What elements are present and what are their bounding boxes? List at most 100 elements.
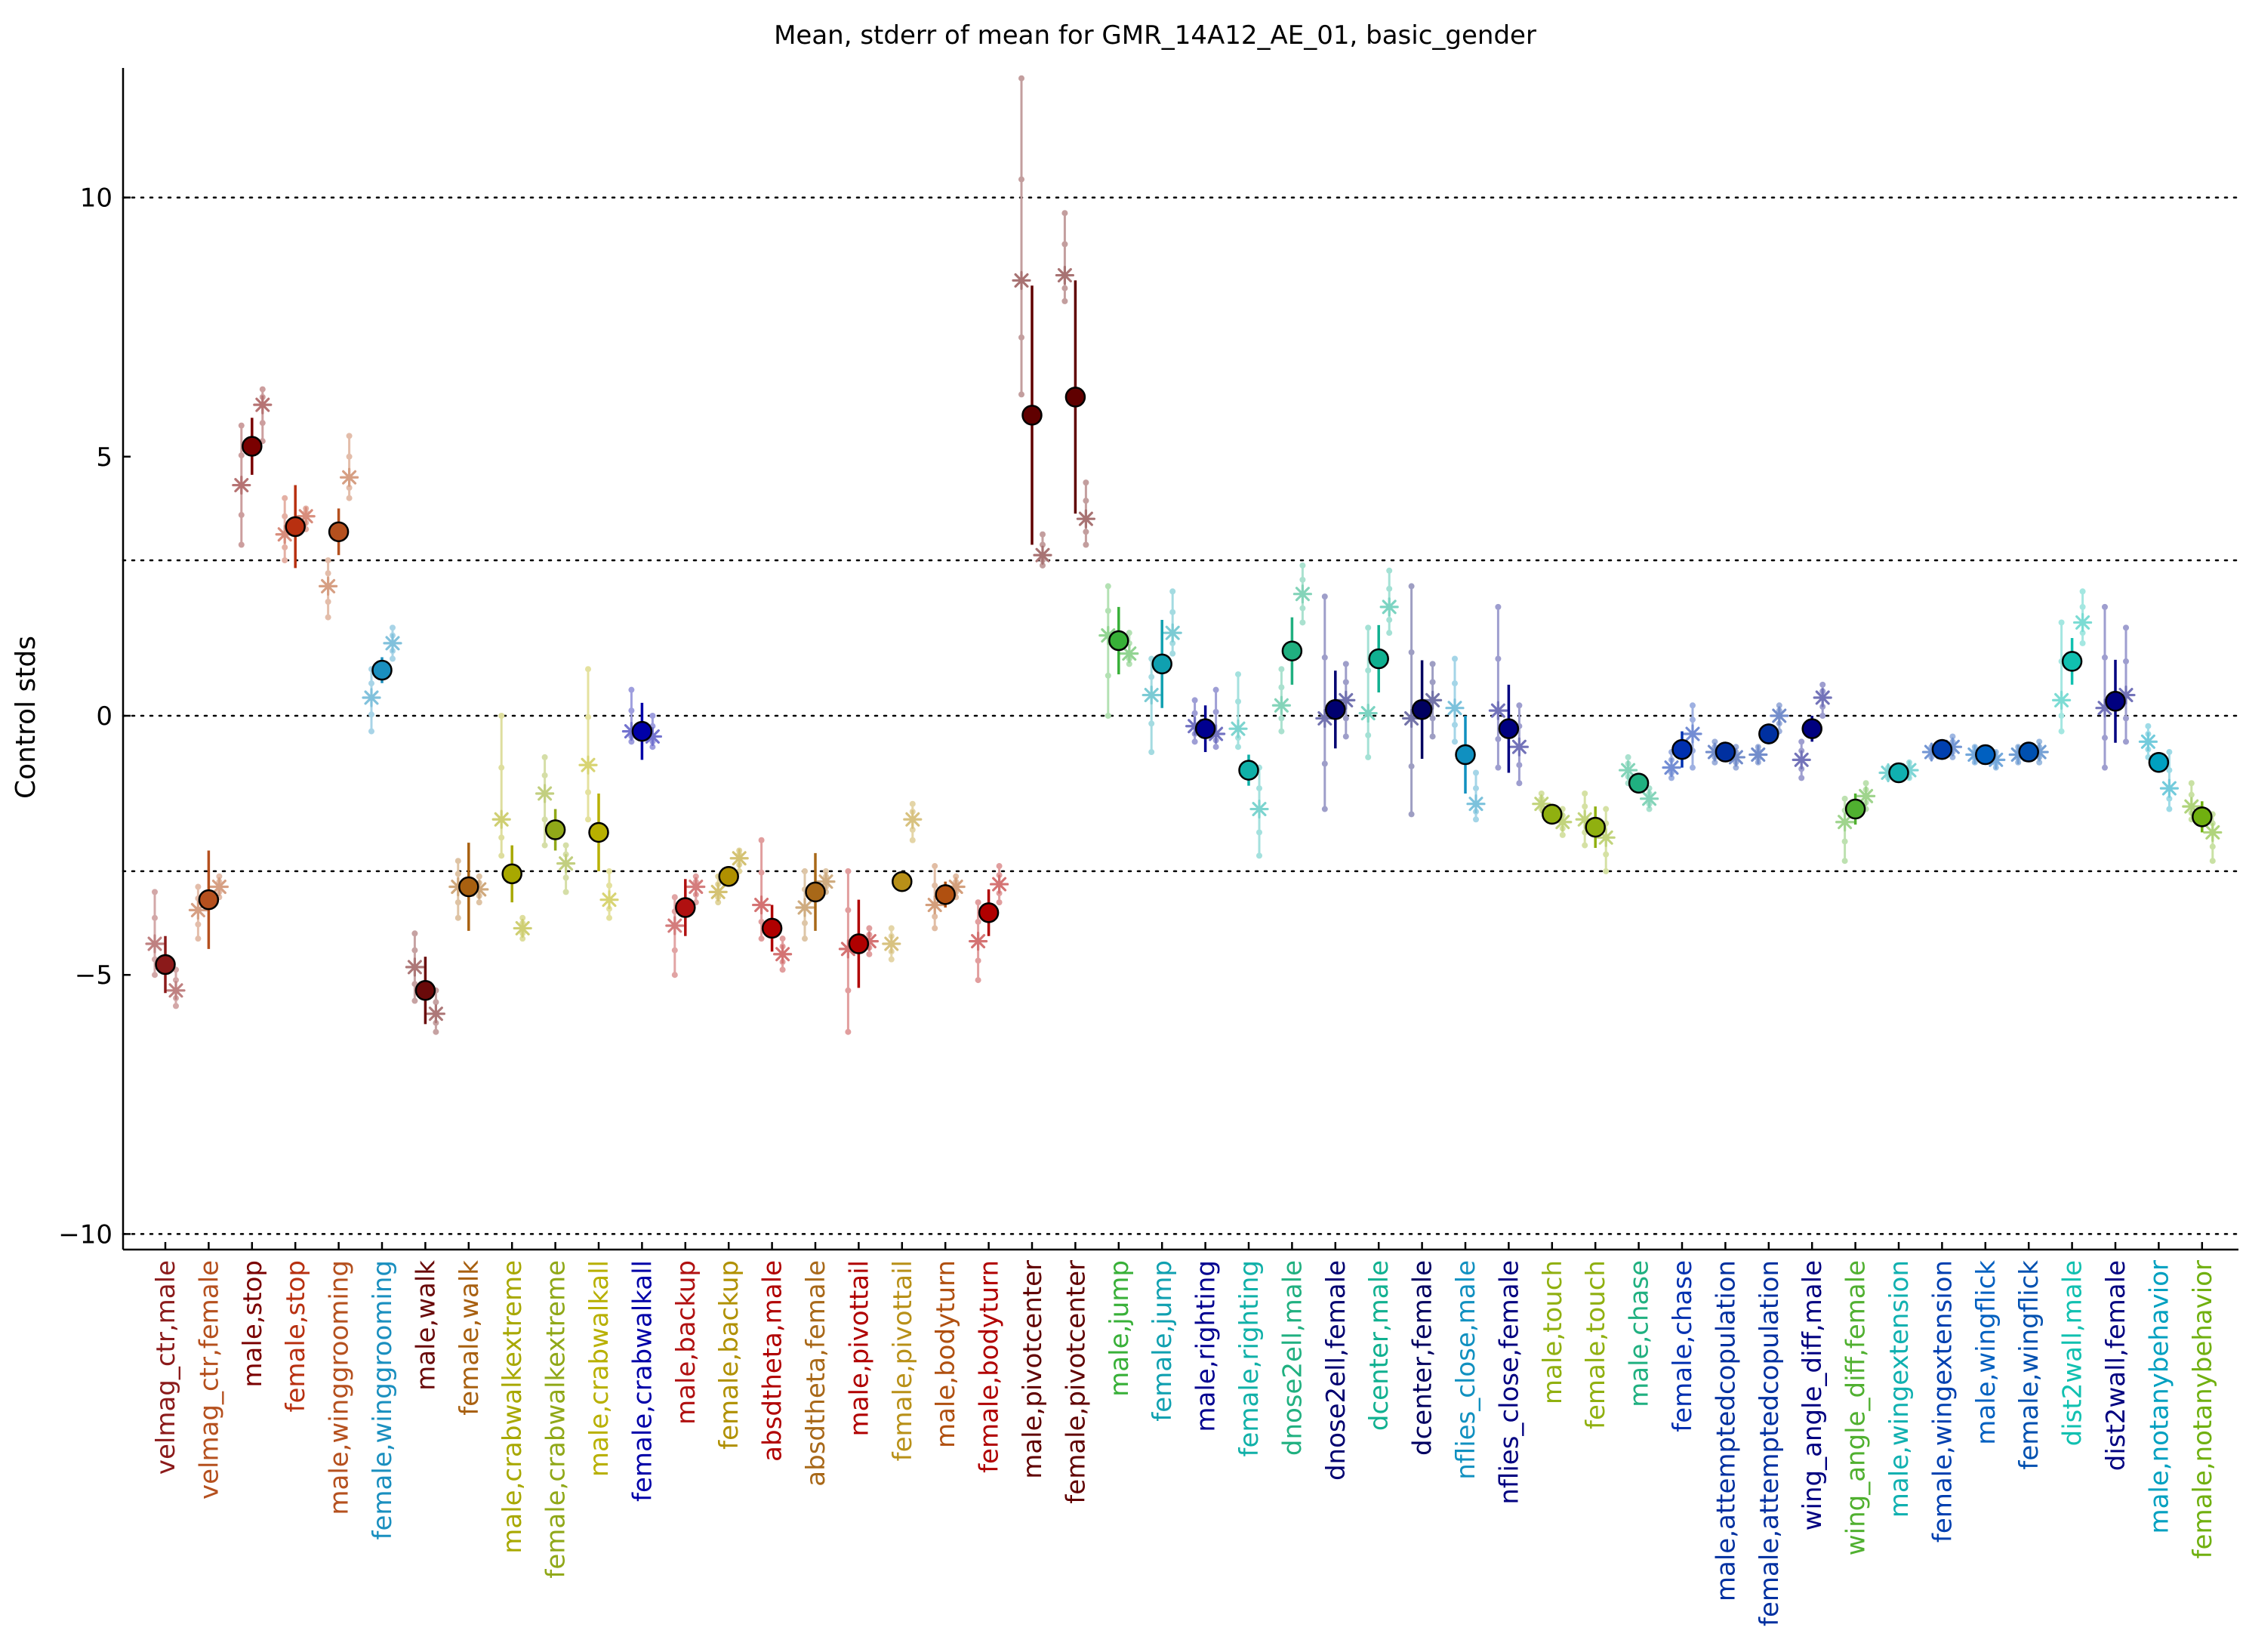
experiment-range-dot: [1191, 738, 1198, 745]
x-tick-label: velmag_ctr,female: [194, 1260, 224, 1499]
experiment-range-dot: [845, 907, 852, 914]
mean-marker: [1671, 738, 1693, 760]
experiment-star-marker: [621, 721, 641, 741]
experiment-range-dot: [1061, 285, 1068, 291]
experiment-star-marker: [1488, 701, 1508, 720]
experiment-range-dot: [195, 935, 202, 942]
category-group: [1662, 702, 1702, 781]
experiment-range-dot: [1256, 785, 1262, 792]
mean-marker: [761, 917, 783, 939]
experiment-range-dot: [2079, 603, 2086, 610]
experiment-range-dot: [866, 951, 873, 957]
x-tick-label: velmag_ctr,male: [151, 1260, 181, 1475]
category-group: [1445, 655, 1486, 823]
experiment-range-dot: [411, 930, 418, 937]
experiment-range-dot: [1711, 759, 1718, 766]
experiment-range-dot: [758, 935, 765, 942]
y-tick-label: 0: [96, 701, 112, 732]
category-group: [1315, 593, 1356, 812]
mean-marker: [1758, 723, 1779, 744]
category-group: [838, 868, 879, 1035]
category-group: [2008, 738, 2049, 766]
experiment-range-dot: [1083, 541, 1089, 548]
experiment-range-dot: [1148, 720, 1155, 727]
experiment-range-dot: [909, 827, 916, 834]
experiment-star-marker: [188, 900, 208, 920]
category-group: [1055, 210, 1095, 548]
experiment-range-dot: [2058, 619, 2065, 626]
experiment-range-dot: [975, 918, 981, 925]
experiment-range-dot: [1408, 649, 1415, 655]
experiment-range-dot: [498, 764, 505, 771]
experiment-star-marker: [1835, 812, 1855, 832]
experiment-range-dot: [585, 816, 591, 823]
experiment-range-dot: [325, 614, 331, 621]
experiment-range-dot: [585, 666, 591, 673]
experiment-range-dot: [173, 977, 179, 984]
experiment-range-dot: [1386, 617, 1393, 624]
experiment-range-dot: [433, 1028, 439, 1035]
category-group: [1185, 686, 1226, 753]
experiment-range-dot: [346, 495, 353, 501]
experiment-star-marker: [795, 898, 815, 917]
experiment-star-marker: [1986, 750, 2006, 769]
x-tick-label: female,touch: [1581, 1260, 1611, 1429]
experiment-range-dot: [2166, 795, 2173, 802]
experiment-range-dot: [715, 899, 722, 906]
mean-marker: [631, 720, 653, 742]
category-group: [1271, 562, 1312, 735]
experiment-range-dot: [1169, 609, 1176, 615]
experiment-star-marker: [1163, 623, 1182, 643]
y-tick-label: 10: [80, 183, 112, 214]
experiment-range-dot: [1018, 176, 1024, 183]
experiment-star-marker: [1878, 763, 1898, 783]
experiment-star-marker: [319, 576, 338, 596]
x-tick-label: male,crabwalkextreme: [498, 1260, 528, 1554]
experiment-star-marker: [1206, 724, 1226, 744]
x-tick-label: male,winggrooming: [325, 1260, 355, 1515]
experiment-range-dot: [2058, 713, 2065, 720]
y-tick-label: −5: [75, 960, 112, 991]
mean-marker: [458, 876, 479, 898]
x-tick-label: absdtheta,female: [801, 1260, 831, 1487]
experiment-star-marker: [2052, 690, 2072, 710]
experiment-star-marker: [1185, 717, 1205, 736]
y-tick-label: 5: [96, 442, 112, 473]
experiment-range-dot: [1690, 764, 1696, 771]
experiment-range-dot: [1429, 715, 1436, 722]
experiment-range-dot: [823, 868, 829, 874]
experiment-range-dot: [1862, 780, 1869, 787]
experiment-range-dot: [2079, 630, 2086, 636]
experiment-range-dot: [1452, 680, 1458, 687]
mean-marker: [1325, 699, 1346, 720]
mean-marker: [1931, 738, 1953, 760]
x-tick-label: female,attemptedcopulation: [1755, 1260, 1785, 1626]
category-group: [275, 485, 316, 569]
experiment-range-dot: [2145, 723, 2152, 729]
x-tick-label: female,jump: [1148, 1260, 1178, 1422]
mean-marker: [892, 871, 913, 892]
x-axis-ticks: velmag_ctr,male velmag_ctr,female male,sto…: [151, 1242, 2218, 1626]
experiment-range-dot: [390, 624, 396, 631]
experiment-star-marker: [969, 931, 988, 951]
experiment-star-marker: [253, 395, 273, 415]
experiment-range-dot: [411, 947, 418, 954]
category-group: [405, 930, 445, 1035]
experiment-range-dot: [368, 711, 374, 718]
x-tick-label: male,pivotcenter: [1018, 1260, 1048, 1479]
experiment-star-marker: [1532, 794, 1551, 814]
experiment-range-dot: [758, 837, 765, 843]
experiment-range-dot: [1278, 666, 1285, 673]
experiment-star-marker: [1899, 760, 1919, 780]
x-tick-label: male,chase: [1625, 1260, 1655, 1407]
experiment-star-marker: [340, 467, 359, 487]
experiment-star-marker: [903, 809, 923, 829]
experiment-star-marker: [1445, 698, 1465, 718]
mean-marker: [414, 980, 436, 1001]
experiment-range-dot: [562, 842, 569, 849]
x-tick-label: male,wingflick: [1971, 1260, 2001, 1445]
experiment-range-dot: [1473, 785, 1479, 792]
experiment-range-dot: [433, 999, 439, 1006]
experiment-star-marker: [599, 890, 619, 910]
experiment-range-dot: [2036, 759, 2043, 766]
